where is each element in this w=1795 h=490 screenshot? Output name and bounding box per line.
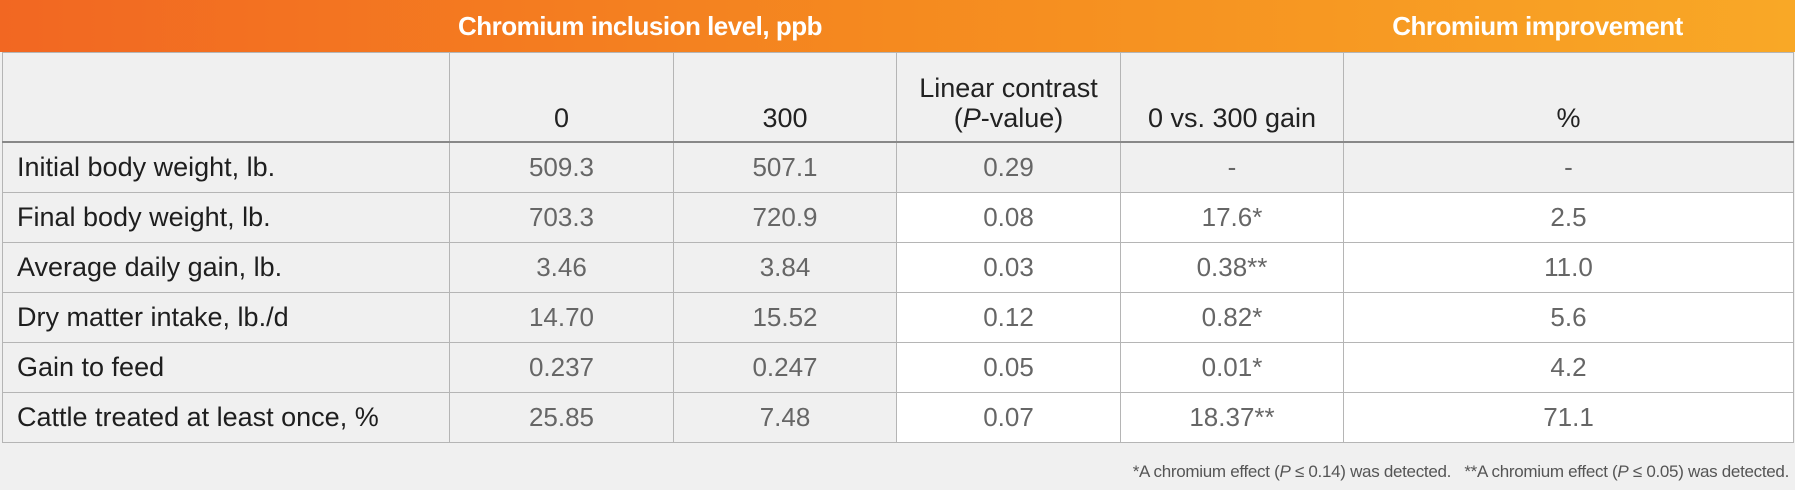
cell-300: 720.9 [673,192,897,243]
table-row: Final body weight, lb. 703.3 720.9 0.08 … [2,192,1794,243]
cell-gain: 0.38** [1120,242,1344,293]
column-header-row: 0 300 Linear contrast (P-value) 0 vs. 300… [2,52,1794,143]
row-label: Final body weight, lb. [2,192,450,243]
row-label: Initial body weight, lb. [2,141,450,193]
cell-gain: 0.82* [1120,292,1344,343]
table-row: Initial body weight, lb. 509.3 507.1 0.2… [2,141,1794,193]
column-header-percent: % [1343,52,1794,143]
table-row: Average daily gain, lb. 3.46 3.84 0.03 0… [2,242,1794,293]
footnote-1-p: P [1279,462,1291,481]
linear-contrast-line1: Linear contrast [919,73,1098,103]
column-header-300: 300 [673,52,897,143]
cell-gain: 18.37** [1120,392,1344,443]
cell-300: 15.52 [673,292,897,343]
cell-p-value: 0.03 [896,242,1121,293]
cell-300: 0.247 [673,342,897,393]
footnote-1-pre: *A chromium effect ( [1132,462,1280,481]
banner-title-improvement: Chromium improvement [1392,11,1683,41]
row-label: Gain to feed [2,342,450,393]
footnote-2-post: ≤ 0.05) was detected. [1628,462,1789,481]
cell-0: 703.3 [449,192,674,243]
cell-p-value: 0.07 [896,392,1121,443]
cell-percent: 4.2 [1343,342,1794,393]
table-row: Cattle treated at least once, % 25.85 7.… [2,392,1794,443]
cell-p-value: 0.08 [896,192,1121,243]
cell-gain: - [1120,141,1344,193]
row-label: Cattle treated at least once, % [2,392,450,443]
cell-0: 509.3 [449,141,674,193]
cell-p-value: 0.12 [896,292,1121,343]
cell-p-value: 0.05 [896,342,1121,393]
footnote-2-pre: **A chromium effect ( [1464,462,1618,481]
cell-0: 0.237 [449,342,674,393]
footnote-1-post: ≤ 0.14) was detected. [1290,462,1452,481]
cell-0: 3.46 [449,242,674,293]
cell-gain: 17.6* [1120,192,1344,243]
cell-percent: 5.6 [1343,292,1794,343]
column-header-label [2,52,450,143]
header-banner: Chromium inclusion level, ppb Chromium i… [0,0,1795,52]
cell-percent: - [1343,141,1794,193]
footnote: *A chromium effect (P ≤ 0.14) was detect… [1132,462,1790,482]
cell-p-value: 0.29 [896,141,1121,193]
cell-300: 507.1 [673,141,897,193]
cell-0: 25.85 [449,392,674,443]
cell-300: 7.48 [673,392,897,443]
banner-title-inclusion: Chromium inclusion level, ppb [458,11,823,41]
p-italic: P [962,103,981,133]
cell-percent: 71.1 [1343,392,1794,443]
results-table: 0 300 Linear contrast (P-value) 0 vs. 300… [2,52,1794,443]
cell-percent: 2.5 [1343,192,1794,243]
linear-contrast-suffix: -value) [980,103,1064,133]
cell-percent: 11.0 [1343,242,1794,293]
column-header-linear-contrast: Linear contrast (P-value) [896,52,1121,143]
column-header-gain: 0 vs. 300 gain [1120,52,1344,143]
table-row: Dry matter intake, lb./d 14.70 15.52 0.1… [2,292,1794,343]
row-label: Dry matter intake, lb./d [2,292,450,343]
cell-0: 14.70 [449,292,674,343]
cell-300: 3.84 [673,242,897,293]
row-label: Average daily gain, lb. [2,242,450,293]
table-row: Gain to feed 0.237 0.247 0.05 0.01* 4.2 [2,342,1794,393]
cell-gain: 0.01* [1120,342,1344,393]
footnote-2-p: P [1617,462,1629,481]
column-header-0: 0 [449,52,674,143]
